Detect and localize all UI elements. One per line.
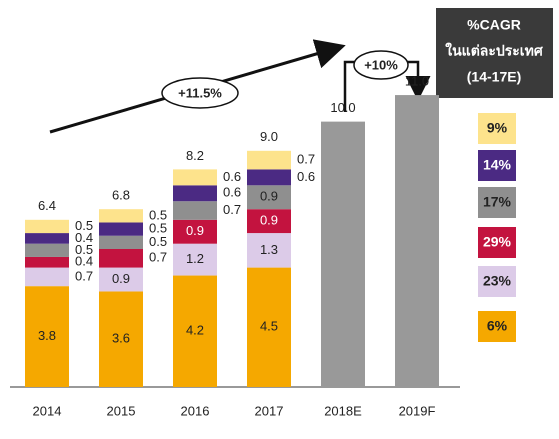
legend-swatch [478, 187, 516, 218]
legend-title: (14-17E) [467, 69, 521, 85]
bar-segment [25, 256, 69, 268]
bar-segment [173, 185, 217, 202]
data-label: 0.6 [297, 169, 315, 184]
bar-segment [99, 291, 143, 387]
legend-swatch [478, 227, 516, 258]
bar-segment [99, 235, 143, 249]
x-tick-label: 2015 [107, 403, 136, 418]
legend-label: 29% [483, 234, 512, 250]
bar-segment [25, 233, 69, 244]
bar-segment [173, 169, 217, 186]
x-tick-label: 2016 [181, 403, 210, 418]
legend-swatch [478, 266, 516, 297]
legend-label: 17% [483, 194, 512, 210]
bar-segment [99, 249, 143, 268]
legend-swatch [478, 150, 516, 181]
data-label: 0.7 [75, 268, 93, 283]
annotation-oval [161, 77, 239, 109]
bar-segment [173, 275, 217, 387]
bar-segment [99, 209, 143, 223]
total-label: 6.8 [112, 188, 130, 203]
data-label: 0.6 [223, 185, 241, 200]
data-label: 0.7 [297, 152, 315, 167]
forecast-bar [395, 95, 439, 388]
data-label: 0.9 [260, 189, 278, 204]
bar-segment [247, 209, 291, 234]
total-label: 8.2 [186, 148, 204, 163]
annotation-oval [353, 50, 409, 80]
bar-segment [99, 267, 143, 292]
bar-segment [247, 169, 291, 186]
forecast-bar [321, 121, 365, 387]
bar-segment [173, 243, 217, 276]
bar-segment [25, 219, 69, 234]
data-label: 0.9 [260, 213, 278, 228]
data-label: 0.5 [149, 221, 167, 236]
annotation: +11.5% [178, 85, 222, 100]
bar-segment [247, 150, 291, 170]
total-label: 11.0 [405, 74, 429, 89]
total-label: 10.0 [330, 100, 355, 115]
x-tick-label: 2019F [399, 403, 436, 418]
data-label: 0.5 [149, 207, 167, 222]
bar-segment [25, 286, 69, 387]
data-label: 0.6 [223, 169, 241, 184]
legend-label: 6% [487, 318, 508, 334]
bar-segment [25, 267, 69, 287]
x-tick-label: 2014 [33, 403, 62, 418]
legend-label: 14% [483, 157, 512, 173]
bar-segment [25, 243, 69, 257]
data-label: 3.8 [38, 328, 56, 343]
data-label: 0.9 [112, 271, 130, 286]
data-label: 1.2 [186, 251, 204, 266]
data-label: 0.7 [223, 202, 241, 217]
legend-label: 23% [483, 273, 512, 289]
bar-segment [247, 267, 291, 387]
bar-segment [247, 185, 291, 210]
data-label: 0.5 [75, 242, 93, 257]
data-label: 0.5 [149, 234, 167, 249]
data-label: 0.4 [75, 254, 93, 269]
legend-title-box [436, 8, 553, 98]
x-tick-label: 2018E [324, 403, 362, 418]
bar-segment [173, 219, 217, 244]
legend-title: ในแต่ละประเทศ [445, 42, 544, 59]
data-label: 0.9 [186, 223, 204, 238]
data-label: 1.3 [260, 242, 278, 257]
x-tick-label: 2017 [255, 403, 284, 418]
legend-swatch [478, 113, 516, 144]
data-label: 0.7 [149, 250, 167, 265]
data-label: 0.5 [75, 218, 93, 233]
bar-segment [173, 201, 217, 220]
legend-swatch [478, 311, 516, 342]
data-label: 4.2 [186, 323, 204, 338]
total-label: 6.4 [38, 198, 56, 213]
total-label: 9.0 [260, 129, 278, 144]
bar-segment [247, 233, 291, 268]
legend-label: 9% [487, 120, 508, 136]
data-label: 3.6 [112, 331, 130, 346]
legend-title: %CAGR [467, 17, 521, 33]
data-label: 0.4 [75, 230, 93, 245]
annotation: +10% [364, 57, 398, 72]
bar-segment [99, 222, 143, 236]
data-label: 4.5 [260, 319, 278, 334]
